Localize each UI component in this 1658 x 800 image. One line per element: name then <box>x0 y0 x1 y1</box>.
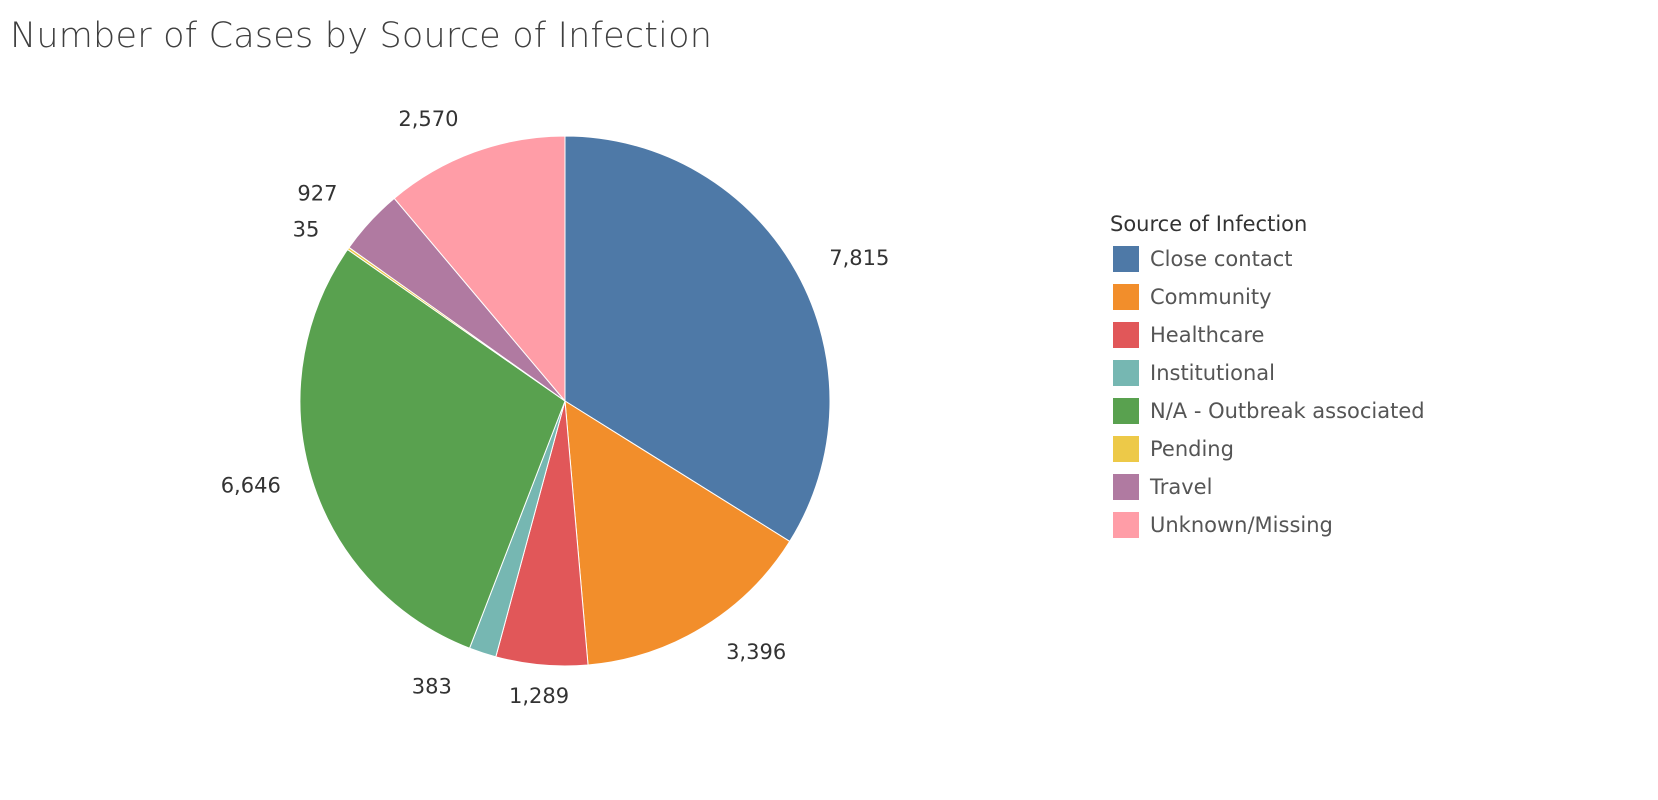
pie-data-labels: 7,815 3,396 1,289 383 6,646 35 927 2,570 <box>221 107 890 708</box>
legend-swatch <box>1113 512 1139 538</box>
pie-slice-unknown-missing[interactable] <box>393 135 566 403</box>
legend-label: Close contact <box>1150 247 1293 271</box>
legend-title: Source of Infection <box>1110 212 1308 236</box>
legend-label: Institutional <box>1150 361 1275 385</box>
legend-label: Travel <box>1150 475 1213 499</box>
legend-item-pending[interactable]: Pending <box>1110 430 1425 468</box>
pie-slice-n-a-outbreak-associated[interactable] <box>299 248 566 649</box>
legend-label: N/A - Outbreak associated <box>1150 399 1425 423</box>
legend-swatch <box>1113 246 1139 272</box>
chart-title: Number of Cases by Source of Infection <box>10 16 713 56</box>
legend-swatch <box>1113 398 1139 424</box>
data-label-pending: 35 <box>293 217 320 241</box>
data-label-institutional: 383 <box>412 674 452 698</box>
legend-label: Healthcare <box>1150 323 1265 347</box>
legend-label: Pending <box>1150 437 1234 461</box>
data-label-community: 3,396 <box>726 640 786 664</box>
legend-label: Unknown/Missing <box>1150 513 1333 537</box>
pie-slice-close-contact[interactable] <box>564 135 831 543</box>
pie-slices <box>299 135 831 667</box>
legend-item-community[interactable]: Community <box>1110 278 1425 316</box>
legend-item-n-a-outbreak-associated[interactable]: N/A - Outbreak associated <box>1110 392 1425 430</box>
legend-item-healthcare[interactable]: Healthcare <box>1110 316 1425 354</box>
legend-swatch <box>1113 436 1139 462</box>
data-label-close-contact: 7,815 <box>829 246 889 270</box>
legend-item-unknown-missing[interactable]: Unknown/Missing <box>1110 506 1425 544</box>
legend-swatch <box>1113 360 1139 386</box>
legend-swatch <box>1113 284 1139 310</box>
data-label-unknown-missing: 2,570 <box>398 107 458 131</box>
legend-swatch <box>1113 474 1139 500</box>
data-label-travel: 927 <box>297 182 337 206</box>
legend-item-institutional[interactable]: Institutional <box>1110 354 1425 392</box>
legend-label: Community <box>1150 285 1272 309</box>
pie-slice-community[interactable] <box>564 400 791 666</box>
legend-swatch <box>1113 322 1139 348</box>
legend-item-travel[interactable]: Travel <box>1110 468 1425 506</box>
legend-items: Close contact Community Healthcare Institut… <box>1110 240 1425 544</box>
legend-item-close-contact[interactable]: Close contact <box>1110 240 1425 278</box>
legend: Source of Infection Close contact Communi… <box>1110 212 1425 544</box>
data-label-healthcare: 1,289 <box>509 684 569 708</box>
data-label-n-a-outbreak-associated: 6,646 <box>221 474 281 498</box>
